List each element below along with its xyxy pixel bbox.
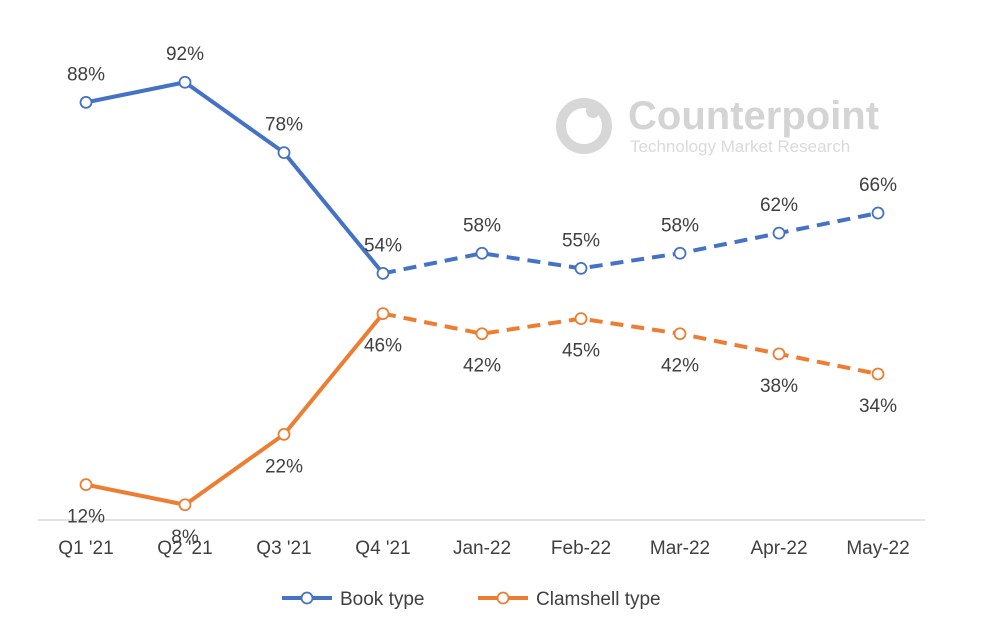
- data-label-clamshell: 38%: [760, 376, 798, 397]
- series-book-solid-line: [85, 80, 385, 275]
- legend-clamshell-label: Clamshell type: [536, 589, 661, 610]
- series-book-point: [574, 261, 588, 275]
- series-book-point: [871, 206, 885, 220]
- logo-ring-icon: [556, 98, 612, 154]
- x-tick-label: Mar-22: [650, 538, 710, 559]
- data-label-book: 88%: [67, 64, 105, 85]
- series-book-point: [772, 226, 786, 240]
- watermark-subtitle: Technology Market Research: [630, 137, 850, 156]
- series-clamshell-dashed-line: [382, 311, 879, 376]
- series-clamshell-point: [475, 327, 489, 341]
- x-tick-label: May-22: [846, 538, 909, 559]
- data-label-book: 58%: [661, 215, 699, 236]
- series-book-point: [673, 246, 687, 260]
- series-clamshell-point: [871, 367, 885, 381]
- data-label-layer: 88% 92% 78% 54% 58% 55% 58% 62% 66% 12% 8% 22% 46% 42…: [67, 44, 897, 548]
- data-label-clamshell: 12%: [67, 507, 105, 528]
- series-book-point: [376, 266, 390, 280]
- data-label-clamshell: 45%: [562, 341, 600, 362]
- data-label-clamshell: 34%: [859, 396, 897, 417]
- legend-item-clamshell: Clamshell type: [478, 589, 661, 610]
- x-tick-label: Q2 '21: [157, 538, 212, 559]
- series-layer: [79, 75, 885, 512]
- data-label-book: 54%: [364, 235, 402, 256]
- data-label-clamshell: 46%: [364, 336, 402, 357]
- legend-item-book: Book type: [282, 589, 425, 610]
- legend: Book type Clamshell type: [282, 589, 661, 610]
- series-clamshell-point: [79, 478, 93, 492]
- series-clamshell-point: [376, 307, 390, 321]
- series-book: [79, 75, 885, 280]
- series-clamshell-solid-line: [85, 312, 385, 507]
- data-label-book: 62%: [760, 195, 798, 216]
- watermark-title: Counterpoint: [628, 94, 879, 138]
- data-label-book: 58%: [463, 215, 501, 236]
- x-tick-label: Q1 '21: [58, 538, 113, 559]
- x-tick-label: Feb-22: [551, 538, 611, 559]
- series-book-point: [178, 75, 192, 89]
- data-label-book: 66%: [859, 175, 897, 196]
- data-label-clamshell: 42%: [661, 356, 699, 377]
- data-label-book: 78%: [265, 115, 303, 136]
- series-clamshell-point: [277, 427, 291, 441]
- logo-dot-icon: [586, 104, 600, 118]
- data-label-clamshell: 22%: [265, 456, 303, 477]
- legend-book-label: Book type: [340, 589, 425, 610]
- series-clamshell-point: [673, 327, 687, 341]
- x-tick-labels: Q1 '21 Q2 '21 Q3 '21 Q4 '21 Jan-22 Feb-22 Mar-…: [58, 538, 909, 559]
- x-tick-label: Q3 '21: [256, 538, 311, 559]
- x-tick-label: Jan-22: [453, 538, 511, 559]
- data-label-book: 55%: [562, 230, 600, 251]
- series-book-point: [475, 246, 489, 260]
- legend-clamshell-marker: [496, 591, 510, 605]
- legend-book-marker: [300, 591, 314, 605]
- data-label-clamshell: 42%: [463, 356, 501, 377]
- series-book-point: [277, 146, 291, 160]
- series-clamshell-point: [178, 498, 192, 512]
- series-clamshell-point: [772, 347, 786, 361]
- x-tick-label: Q4 '21: [355, 538, 410, 559]
- series-clamshell-point: [574, 312, 588, 326]
- x-tick-label: Apr-22: [750, 538, 807, 559]
- series-book-dashed-line: [382, 211, 879, 276]
- data-label-book: 92%: [166, 44, 204, 65]
- data-label-clamshell: 8%: [171, 527, 199, 548]
- series-clamshell: [79, 307, 885, 512]
- counterpoint-logo: Counterpoint Technology Market Research: [556, 94, 879, 156]
- series-book-point: [79, 95, 93, 109]
